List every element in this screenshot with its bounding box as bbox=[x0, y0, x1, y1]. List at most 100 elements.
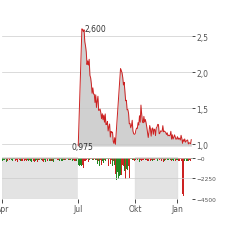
Bar bbox=[173, 158, 174, 159]
Bar bbox=[93, 158, 94, 160]
Bar bbox=[112, 158, 113, 166]
Bar bbox=[162, 158, 163, 159]
Bar bbox=[33, 158, 34, 161]
Bar bbox=[90, 158, 91, 160]
Text: 0,975: 0,975 bbox=[72, 142, 94, 151]
Bar bbox=[103, 158, 104, 163]
Bar bbox=[133, 158, 134, 160]
Bar bbox=[141, 158, 142, 162]
Bar bbox=[57, 158, 58, 160]
Bar bbox=[35, 158, 36, 161]
Text: 2,600: 2,600 bbox=[85, 25, 107, 34]
Bar bbox=[78, 158, 79, 165]
Bar bbox=[106, 158, 107, 159]
Bar bbox=[67, 158, 68, 159]
Bar bbox=[46, 158, 47, 159]
Bar bbox=[64, 158, 65, 161]
Bar bbox=[188, 158, 189, 161]
Bar bbox=[65, 158, 66, 161]
Bar bbox=[62, 158, 63, 161]
Bar bbox=[20, 158, 21, 161]
Bar bbox=[23, 158, 24, 159]
Bar bbox=[159, 158, 160, 160]
Bar bbox=[123, 158, 124, 166]
Bar bbox=[55, 158, 56, 160]
Bar bbox=[37, 158, 38, 162]
Bar bbox=[143, 158, 144, 160]
Bar bbox=[85, 158, 86, 161]
Bar bbox=[71, 158, 72, 159]
Bar bbox=[125, 158, 126, 179]
Bar bbox=[2, 158, 3, 161]
Bar bbox=[130, 158, 131, 159]
Bar bbox=[5, 158, 6, 160]
Bar bbox=[149, 158, 150, 160]
Bar bbox=[111, 158, 112, 160]
Bar bbox=[56, 158, 57, 160]
Bar bbox=[155, 158, 156, 159]
Bar bbox=[181, 158, 182, 161]
Bar bbox=[17, 158, 18, 162]
Bar bbox=[53, 158, 54, 162]
Bar bbox=[18, 158, 19, 159]
Bar bbox=[44, 158, 45, 160]
Bar bbox=[175, 158, 176, 161]
Bar bbox=[164, 158, 165, 161]
Bar bbox=[108, 158, 109, 161]
Bar bbox=[29, 158, 30, 160]
Bar bbox=[52, 158, 53, 161]
Bar bbox=[97, 158, 98, 164]
Bar bbox=[127, 158, 128, 170]
Bar bbox=[78, 158, 135, 199]
Bar bbox=[184, 158, 185, 162]
Bar bbox=[43, 158, 44, 162]
Bar bbox=[135, 158, 136, 161]
Bar bbox=[76, 158, 77, 161]
Bar bbox=[9, 158, 10, 160]
Bar bbox=[47, 158, 48, 161]
Bar bbox=[14, 158, 15, 160]
Bar bbox=[191, 158, 192, 159]
Bar bbox=[40, 158, 41, 159]
Bar bbox=[12, 158, 13, 161]
Bar bbox=[100, 158, 101, 160]
Bar bbox=[99, 158, 100, 166]
Bar bbox=[48, 158, 49, 159]
Bar bbox=[75, 158, 76, 161]
Bar bbox=[134, 158, 135, 161]
Bar bbox=[13, 158, 14, 160]
Bar bbox=[113, 158, 114, 161]
Bar bbox=[147, 158, 148, 162]
Bar bbox=[10, 158, 11, 160]
Bar bbox=[171, 158, 172, 162]
Bar bbox=[142, 158, 143, 160]
Bar bbox=[98, 158, 99, 161]
Bar bbox=[187, 158, 188, 161]
Bar bbox=[51, 158, 52, 161]
Bar bbox=[24, 158, 25, 161]
Bar bbox=[95, 158, 96, 160]
Bar bbox=[118, 158, 119, 179]
Bar bbox=[73, 158, 74, 159]
Bar bbox=[66, 158, 67, 160]
Bar bbox=[22, 158, 23, 159]
Bar bbox=[82, 158, 83, 166]
Bar bbox=[183, 158, 184, 196]
Bar bbox=[91, 158, 92, 159]
Bar bbox=[126, 158, 127, 170]
Bar bbox=[189, 158, 190, 160]
Bar bbox=[63, 158, 64, 160]
Bar bbox=[160, 158, 161, 159]
Bar bbox=[96, 158, 97, 161]
Bar bbox=[105, 158, 106, 161]
Bar bbox=[156, 158, 157, 159]
Bar bbox=[68, 158, 69, 160]
Bar bbox=[15, 158, 16, 161]
Bar bbox=[70, 158, 71, 161]
Bar bbox=[124, 158, 125, 172]
Bar bbox=[39, 158, 40, 160]
Bar bbox=[4, 158, 5, 161]
Bar bbox=[116, 158, 117, 180]
Bar bbox=[180, 158, 181, 159]
Bar bbox=[138, 158, 139, 159]
